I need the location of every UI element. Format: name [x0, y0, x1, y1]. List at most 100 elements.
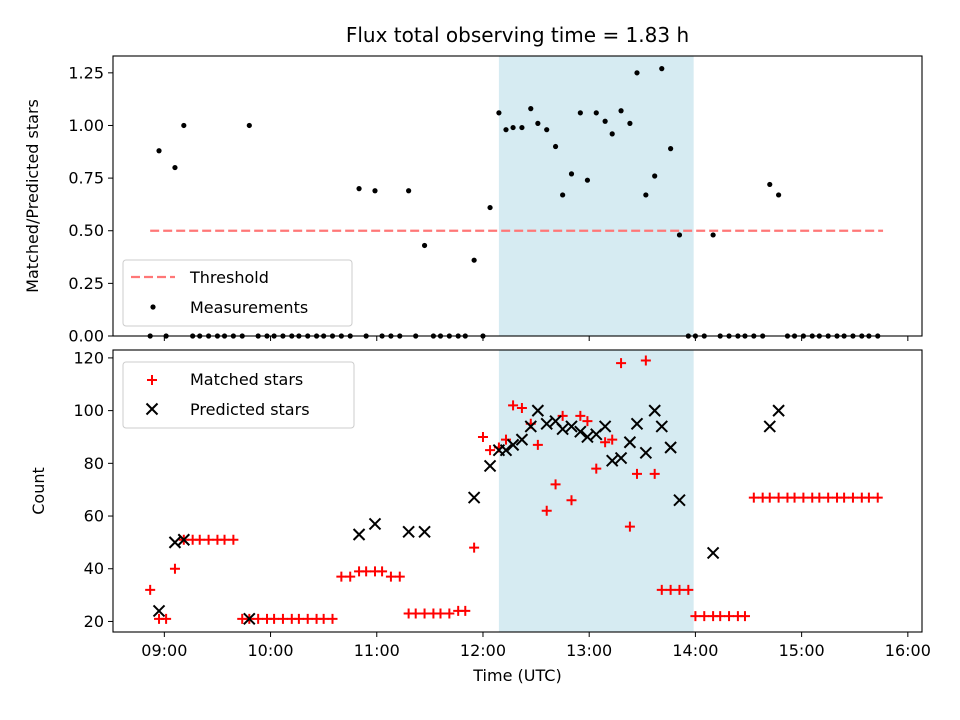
- measurement-point: [593, 110, 599, 116]
- predicted-stars-point: [598, 420, 612, 433]
- predicted-stars-point: [581, 430, 594, 444]
- x-tick-label: 11:00: [354, 641, 400, 660]
- top-plot: 0.00 0.25 0.50 0.75 1.00 1.25 Matched/Predicte…: [23, 23, 923, 346]
- predicted-stars-point: [168, 536, 182, 549]
- measurement-point: [560, 192, 566, 198]
- measurement-point: [584, 177, 591, 183]
- x-axis-label: Time (UTC): [472, 666, 561, 685]
- predicted-stars-point: [772, 404, 785, 417]
- predicted-stars-point: [515, 433, 529, 446]
- measurement-point: [519, 124, 525, 131]
- matched-stars-point: [863, 492, 874, 503]
- predicted-stars-point: [623, 436, 637, 449]
- matched-stars-point: [616, 358, 627, 369]
- measurement-point: [659, 66, 665, 72]
- legend-measurements-swatch: [150, 304, 156, 310]
- matched-stars-point: [739, 611, 750, 622]
- y-tick-label: 120: [73, 348, 104, 367]
- measurement-point: [568, 171, 575, 177]
- measurement-point: [602, 118, 608, 124]
- matched-stars-point: [385, 571, 396, 582]
- x-tick-label: 10:00: [247, 641, 293, 660]
- measurement-point: [676, 232, 683, 238]
- y-axis-label: Matched/Predicted stars: [23, 99, 42, 293]
- matched-stars-point: [591, 463, 602, 474]
- predicted-stars-point: [531, 404, 545, 417]
- chart-title: Flux total observing time = 1.83 h: [346, 23, 689, 47]
- matched-stars-point: [699, 611, 710, 622]
- y-tick-label: 1.25: [68, 63, 104, 82]
- matched-stars-point: [575, 410, 586, 421]
- predicted-stars-point: [648, 404, 661, 417]
- matched-stars-point: [345, 571, 356, 582]
- legend-predicted-label: Predicted stars: [190, 400, 310, 419]
- predicted-stars-point: [606, 454, 619, 467]
- matched-stars-point: [361, 566, 372, 577]
- measurement-point: [634, 70, 640, 76]
- measurement-point: [668, 146, 674, 152]
- matched-stars-point: [631, 468, 642, 479]
- legend-matched-label: Matched stars: [190, 370, 303, 389]
- matched-stars-point: [477, 431, 488, 442]
- predicted-stars-point: [763, 420, 776, 433]
- matched-stars-point: [748, 492, 759, 503]
- legend-box: [122, 361, 355, 429]
- legend-box: [122, 259, 353, 327]
- matched-stars-point: [789, 492, 800, 503]
- highlight-span: [498, 56, 694, 336]
- matched-stars-point: [500, 434, 511, 445]
- predicted-stars-point: [565, 420, 578, 433]
- predicted-stars-point: [483, 459, 497, 473]
- matched-stars-point: [145, 584, 156, 595]
- matched-stars-point: [485, 445, 496, 456]
- x-tick-label: 09:00: [141, 641, 187, 660]
- matched-stars-point: [640, 355, 651, 366]
- measurement-point: [503, 127, 509, 133]
- y-tick-label: 0.75: [68, 169, 104, 188]
- legend-measurements-label: Measurements: [190, 298, 308, 317]
- predicted-stars-point: [368, 517, 382, 531]
- matched-stars-point: [336, 571, 347, 582]
- y-tick-label: 100: [73, 401, 104, 420]
- matched-stars-point: [327, 613, 338, 624]
- measurement-point: [577, 110, 583, 116]
- matched-stars-point: [674, 584, 685, 595]
- measurement-point: [535, 120, 541, 126]
- matched-stars-point: [377, 566, 388, 577]
- predicted-stars-point: [540, 417, 553, 431]
- predicted-stars-point: [524, 420, 537, 433]
- matched-stars-point: [690, 611, 701, 622]
- matched-stars-point: [516, 402, 527, 413]
- matched-stars-point: [872, 492, 883, 503]
- y-tick-label: 40: [84, 559, 104, 578]
- predicted-stars-point: [152, 604, 166, 618]
- matched-stars-point: [566, 495, 577, 506]
- y-tick-label: 60: [84, 507, 104, 526]
- matched-stars-point: [764, 492, 775, 503]
- predicted-stars-point: [673, 494, 686, 507]
- matched-stars-point: [607, 434, 618, 445]
- predicted-stars-point: [655, 420, 668, 433]
- legend-threshold-label: Threshold: [189, 268, 269, 287]
- matched-stars-point: [469, 542, 480, 553]
- measurement-point: [776, 192, 782, 198]
- matched-stars-point: [203, 534, 214, 545]
- matched-stars-point: [161, 613, 172, 624]
- matched-stars-point: [219, 534, 230, 545]
- measurement-point: [544, 127, 550, 133]
- matched-stars-point: [435, 608, 446, 619]
- matched-stars-point: [557, 410, 568, 421]
- matched-stars-point: [302, 613, 313, 624]
- predicted-stars-point: [574, 425, 587, 438]
- predicted-stars-point: [664, 441, 677, 454]
- x-tick-label: 14:00: [672, 641, 718, 660]
- matched-stars-point: [394, 571, 405, 582]
- bottom-legend: Matched stars Predicted stars: [122, 361, 355, 429]
- matched-stars-point: [318, 613, 329, 624]
- y-axis-label: Count: [29, 467, 48, 515]
- matched-stars-point: [823, 492, 834, 503]
- matched-stars-point: [508, 400, 519, 411]
- measurement-point: [618, 108, 624, 114]
- matched-stars-point: [683, 584, 694, 595]
